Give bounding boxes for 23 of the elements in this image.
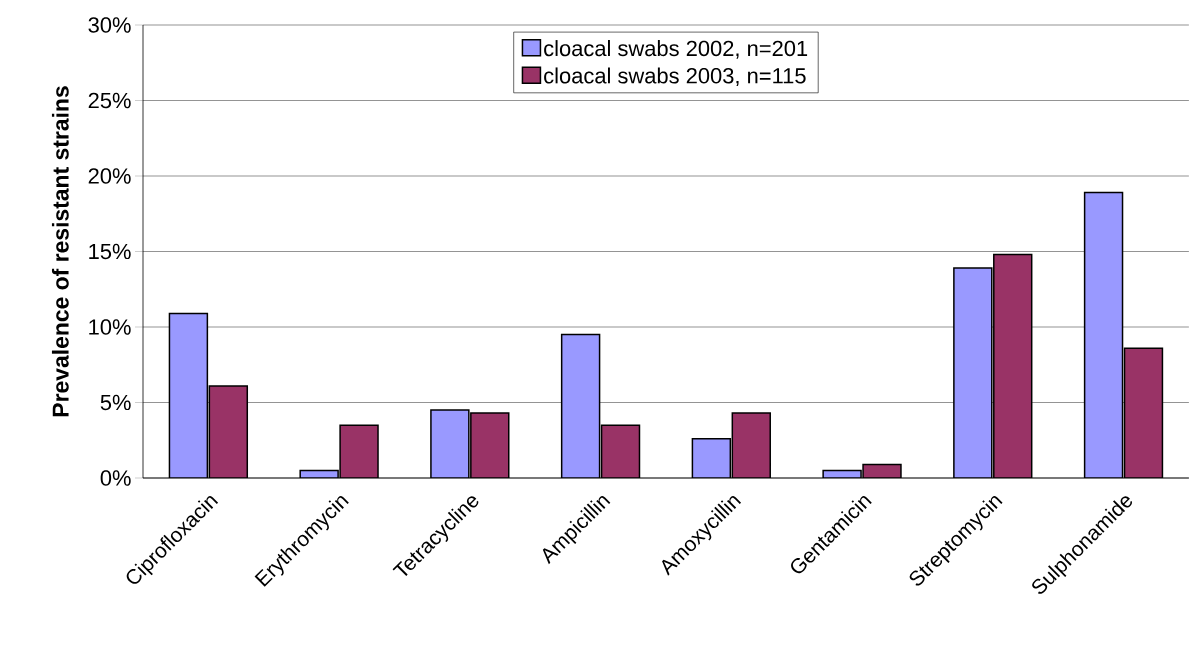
y-tick-label: 0% <box>100 470 131 486</box>
y-tick-label: 15% <box>89 243 131 260</box>
y-tick-label: 10% <box>89 319 131 335</box>
bar <box>168 312 209 478</box>
bar <box>731 412 771 478</box>
bar <box>691 437 732 478</box>
bar <box>208 385 249 478</box>
y-axis-title: Prevalence of resistant strains <box>51 86 69 417</box>
bar <box>993 253 1033 478</box>
legend-label: cloacal swabs 2003, n=115 <box>544 67 806 87</box>
bar <box>339 424 379 478</box>
bar <box>600 424 641 478</box>
y-tick-label: 25% <box>88 92 131 109</box>
y-tick-label: 20% <box>88 168 131 184</box>
bar <box>1083 191 1124 478</box>
y-tick-label: 30% <box>88 17 131 33</box>
bar <box>560 333 601 478</box>
bar <box>470 412 510 478</box>
bar <box>430 409 470 478</box>
legend-label: cloacal swabs 2002, n=201 <box>544 40 808 59</box>
y-tick-label: 5% <box>100 394 131 411</box>
bar <box>953 267 993 478</box>
bar <box>1123 347 1164 478</box>
